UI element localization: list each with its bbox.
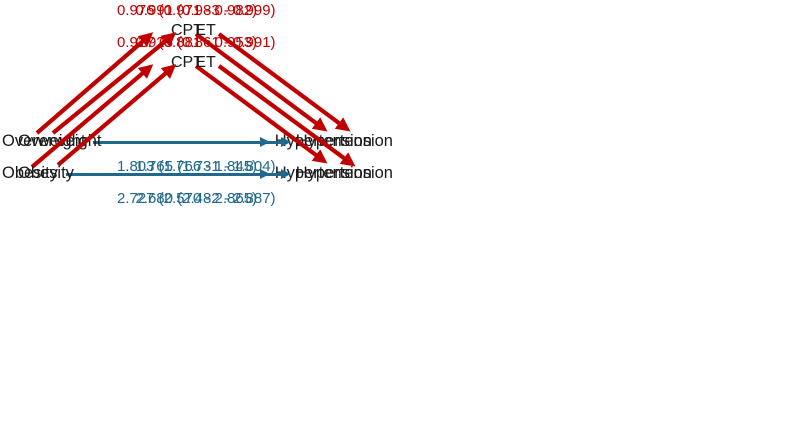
outcome-label: Hypertension: [295, 164, 393, 182]
exposure-label: Obesity: [2, 164, 58, 182]
direct-path-arrow: [74, 163, 296, 184]
direct-effect-value: 2.680 (2.482 - 2.887): [135, 190, 276, 207]
direct-effect-value: 2.727 (2.570 - 2.865): [116, 190, 258, 207]
exposure-to-mediator-arrow: [51, 32, 177, 135]
arrow-shaft: [81, 172, 282, 176]
mediator-to-outcome-arrow: [217, 64, 356, 167]
mediator-to-outcome-arrow: [217, 32, 351, 132]
exposure-to-mediator-arrow: [56, 64, 177, 167]
indirect-effect-value: 0.917 (0.881 - 0.953): [116, 34, 258, 51]
arrow-shaft: [109, 140, 282, 144]
direct-effect-value: 1.803 (1.766 - 1.845): [116, 158, 258, 175]
mediation-diagram-obesity-et: 0.925 (0.861 - 0.991) ET Obesity Hyperte…: [0, 0, 393, 213]
mediator-to-outcome-arrow: [194, 64, 328, 164]
indirect-effect-value: 0.976 (0.971 - 0.982): [116, 2, 258, 19]
outcome-label: Hypertension: [274, 164, 372, 182]
arrow-head-icon: [280, 169, 291, 179]
exposure-label: Obesity: [18, 164, 74, 182]
mediator-label: ET: [195, 22, 216, 39]
mediator-to-outcome-arrow: [194, 32, 328, 132]
indirect-path-arrows: [35, 32, 328, 135]
indirect-effect-value: 0.925 (0.861 - 0.991): [135, 34, 276, 51]
direct-path-arrow: [101, 131, 295, 152]
indirect-path-arrows: [30, 64, 328, 169]
mediation-diagram-obesity-cpt: 0.917 (0.881 - 0.953) CPT Obesity Hypert…: [0, 0, 392, 213]
outcome-label: Hypertension: [295, 132, 393, 150]
indirect-path-arrows: [56, 64, 356, 167]
exposure-to-mediator-arrow: [30, 64, 154, 169]
indirect-effect-value: 0.991 (0.983 - 0.999): [135, 2, 276, 19]
exposure-label: Overweight: [2, 132, 86, 150]
indirect-path-arrows: [51, 32, 351, 135]
exposure-to-mediator-arrow: [35, 32, 154, 135]
mediator-label: CPT: [171, 22, 203, 39]
mediator-label: CPT: [171, 54, 203, 71]
arrow-head-icon: [280, 137, 291, 147]
mediation-diagram-overweight-cpt: 0.976 (0.971 - 0.982) CPT Overweight Hyp…: [0, 0, 392, 212]
direct-effect-value: 1.765 (1.731 - 1.804): [135, 158, 276, 175]
mediator-label: ET: [195, 54, 216, 71]
